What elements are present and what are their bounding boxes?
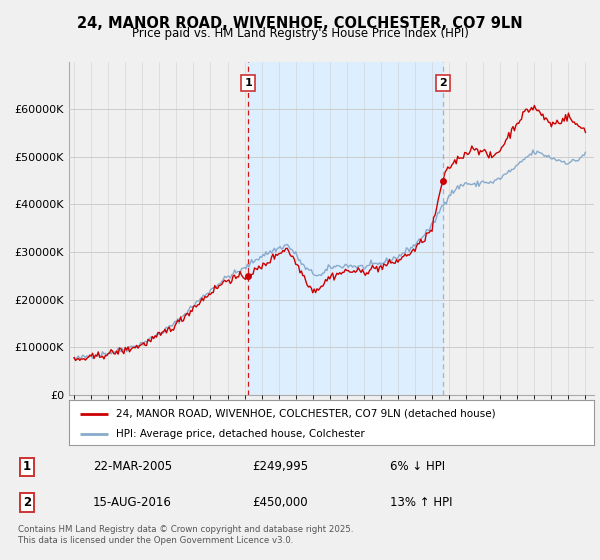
Text: 22-MAR-2005: 22-MAR-2005	[93, 460, 172, 473]
Text: £249,995: £249,995	[252, 460, 308, 473]
Text: 1: 1	[23, 460, 31, 473]
Text: Price paid vs. HM Land Registry's House Price Index (HPI): Price paid vs. HM Land Registry's House …	[131, 27, 469, 40]
Text: Contains HM Land Registry data © Crown copyright and database right 2025.
This d: Contains HM Land Registry data © Crown c…	[18, 525, 353, 545]
Text: 24, MANOR ROAD, WIVENHOE, COLCHESTER, CO7 9LN (detached house): 24, MANOR ROAD, WIVENHOE, COLCHESTER, CO…	[116, 409, 496, 419]
Text: HPI: Average price, detached house, Colchester: HPI: Average price, detached house, Colc…	[116, 428, 365, 438]
Text: 1: 1	[244, 78, 252, 88]
Bar	[248, 62, 443, 395]
Text: 2: 2	[23, 496, 31, 509]
Text: 24, MANOR ROAD, WIVENHOE, COLCHESTER, CO7 9LN: 24, MANOR ROAD, WIVENHOE, COLCHESTER, CO…	[77, 16, 523, 31]
Text: 13% ↑ HPI: 13% ↑ HPI	[390, 496, 452, 509]
Text: 6% ↓ HPI: 6% ↓ HPI	[390, 460, 445, 473]
Text: 2: 2	[439, 78, 446, 88]
Text: £450,000: £450,000	[252, 496, 308, 509]
Text: 15-AUG-2016: 15-AUG-2016	[93, 496, 172, 509]
